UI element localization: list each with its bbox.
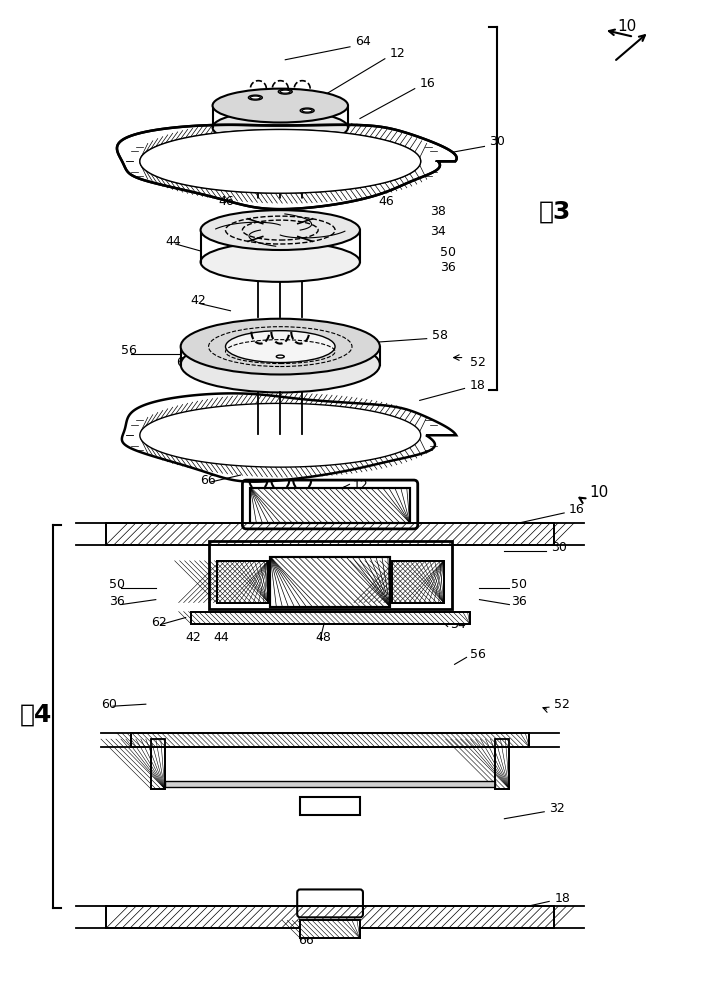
Text: 图4: 图4 <box>20 702 53 726</box>
Text: 52: 52 <box>470 356 485 369</box>
Text: 16: 16 <box>420 77 435 90</box>
Polygon shape <box>139 129 421 193</box>
Text: 46: 46 <box>219 195 234 208</box>
Bar <box>106 906 554 928</box>
Bar <box>250 488 410 523</box>
Text: 66: 66 <box>298 934 314 947</box>
Ellipse shape <box>181 319 380 374</box>
Text: 48: 48 <box>315 631 331 644</box>
Bar <box>151 739 165 789</box>
Ellipse shape <box>248 95 262 100</box>
Bar <box>131 733 529 747</box>
Text: 46: 46 <box>378 195 394 208</box>
Bar <box>300 920 360 938</box>
Polygon shape <box>139 129 421 193</box>
Bar <box>106 523 554 545</box>
Text: 56: 56 <box>470 648 485 661</box>
Text: 36: 36 <box>440 261 456 274</box>
Text: 60: 60 <box>176 356 191 369</box>
Text: 52: 52 <box>554 698 570 711</box>
Text: 36: 36 <box>109 595 125 608</box>
Text: 44: 44 <box>165 235 182 248</box>
Bar <box>217 561 268 603</box>
Bar <box>496 739 510 789</box>
Text: 42: 42 <box>186 631 201 644</box>
Bar <box>151 739 165 789</box>
Bar <box>165 781 496 787</box>
Bar <box>131 733 529 747</box>
Polygon shape <box>117 125 456 209</box>
Text: 56: 56 <box>121 344 137 357</box>
Text: 10: 10 <box>617 19 637 34</box>
Text: 38: 38 <box>430 205 446 218</box>
Bar <box>209 541 451 609</box>
Bar <box>191 612 470 624</box>
Polygon shape <box>139 403 421 467</box>
Ellipse shape <box>200 242 360 282</box>
Text: 36: 36 <box>511 595 527 608</box>
Bar <box>392 561 444 603</box>
Text: 10: 10 <box>589 485 608 500</box>
Text: 34: 34 <box>449 618 465 631</box>
Text: 18: 18 <box>554 892 570 905</box>
Bar <box>106 523 554 545</box>
Bar <box>392 561 444 603</box>
Ellipse shape <box>278 89 292 94</box>
Ellipse shape <box>250 96 260 99</box>
Ellipse shape <box>226 331 335 363</box>
Text: 66: 66 <box>200 474 217 487</box>
Bar <box>191 612 470 624</box>
Text: 64: 64 <box>355 35 371 48</box>
Text: 64: 64 <box>278 486 294 499</box>
Ellipse shape <box>212 111 348 144</box>
Text: 34: 34 <box>430 225 445 238</box>
Text: 30: 30 <box>551 541 567 554</box>
Text: 12: 12 <box>353 479 369 492</box>
Ellipse shape <box>280 90 290 93</box>
Text: 44: 44 <box>214 631 229 644</box>
Text: 图3: 图3 <box>539 199 571 223</box>
Bar <box>106 906 554 928</box>
Bar <box>271 557 390 607</box>
Ellipse shape <box>212 89 348 123</box>
Text: 32: 32 <box>549 802 565 815</box>
Ellipse shape <box>200 210 360 250</box>
Bar <box>271 557 390 607</box>
Text: 18: 18 <box>470 379 485 392</box>
Text: 12: 12 <box>390 47 406 60</box>
Text: 30: 30 <box>489 135 505 148</box>
Text: 50: 50 <box>109 578 125 591</box>
Ellipse shape <box>300 108 314 113</box>
Text: 62: 62 <box>151 616 167 629</box>
Text: 16: 16 <box>569 503 585 516</box>
Text: 42: 42 <box>191 294 206 307</box>
Text: 60: 60 <box>101 698 117 711</box>
Bar <box>496 739 510 789</box>
Bar <box>300 920 360 938</box>
Text: 50: 50 <box>440 246 456 259</box>
Bar <box>250 488 410 523</box>
Ellipse shape <box>276 355 285 358</box>
Bar <box>217 561 268 603</box>
Ellipse shape <box>181 337 380 392</box>
Bar <box>300 797 360 815</box>
Text: 58: 58 <box>432 329 448 342</box>
Polygon shape <box>122 393 456 482</box>
Ellipse shape <box>302 109 312 112</box>
Text: 50: 50 <box>511 578 527 591</box>
